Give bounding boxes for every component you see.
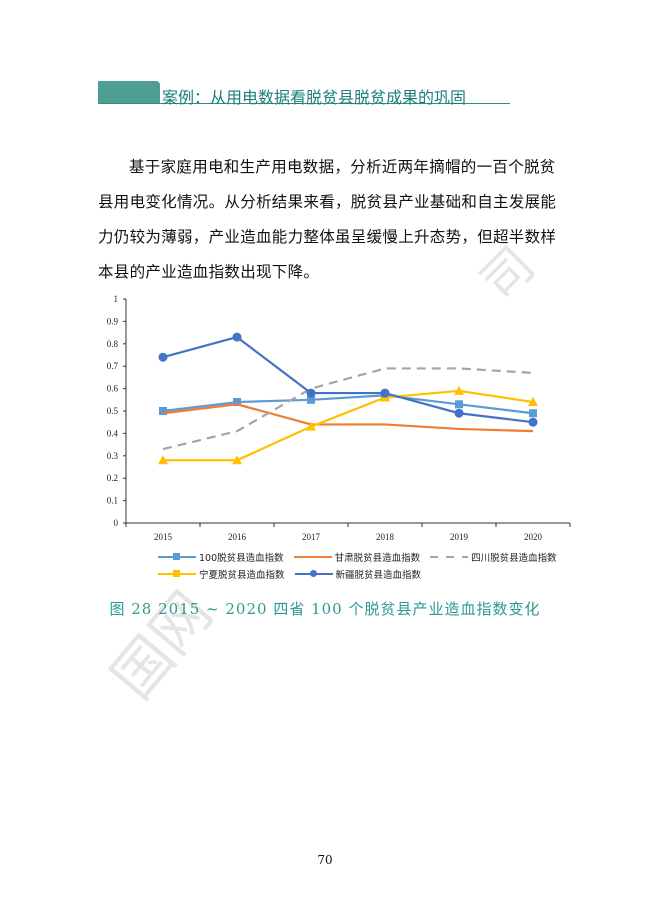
data-point-square <box>529 409 537 418</box>
y-tick-label: 0 <box>114 518 119 528</box>
legend-label: 新疆脱贫县造血指数 <box>335 569 422 581</box>
data-point-circle <box>528 417 538 427</box>
figure-caption: 图 28 2015 ~ 2020 四省 100 个脱贫县产业造血指数变化 <box>109 600 541 618</box>
x-tick-label: 2016 <box>228 532 247 542</box>
data-point-square <box>159 407 167 415</box>
series-line <box>162 367 534 451</box>
legend-swatch <box>158 569 196 579</box>
legend-label: 宁夏脱贫县造血指数 <box>199 569 285 581</box>
x-tick-label: 2020 <box>524 532 543 542</box>
y-tick-label: 1 <box>114 294 119 304</box>
legend-swatch <box>158 552 196 562</box>
heading-underline <box>98 103 510 104</box>
data-point-circle <box>232 332 242 342</box>
page-number: 70 <box>317 853 333 867</box>
data-point-triangle <box>454 385 464 395</box>
y-tick-label: 0.9 <box>107 316 119 326</box>
legend-item: 宁夏脱贫县造血指数 <box>158 565 285 582</box>
heading-accent-bar <box>98 81 160 104</box>
y-tick-label: 0.3 <box>107 451 119 461</box>
data-point-triangle <box>306 421 316 431</box>
x-tick-label: 2017 <box>302 532 321 542</box>
y-tick-label: 0.6 <box>107 384 119 394</box>
body-paragraph: 基于家庭用电和生产用电数据，分析近两年摘帽的一百个脱贫县用电变化情况。从分析结果… <box>98 158 557 281</box>
legend-label: 甘肃脱贫县造血指数 <box>334 552 421 564</box>
y-tick-label: 0.1 <box>107 496 118 506</box>
legend-swatch <box>293 552 332 562</box>
legend-swatch <box>430 552 469 562</box>
series-line <box>163 389 534 462</box>
legend-item: 四川脱贫县造血指数 <box>430 548 557 565</box>
series-line <box>162 394 534 415</box>
data-point-square <box>233 398 241 407</box>
series-line <box>162 335 534 424</box>
data-point-square <box>455 400 463 409</box>
data-point-triangle <box>232 455 242 465</box>
x-tick-label: 2019 <box>450 532 469 542</box>
legend-item: 甘肃脱贫县造血指数 <box>293 548 421 565</box>
y-tick-label: 0.4 <box>107 428 119 438</box>
data-point-circle <box>454 408 464 418</box>
x-tick-label: 2015 <box>154 532 173 542</box>
legend-label: 四川脱贫县造血指数 <box>471 552 557 564</box>
y-tick-label: 0.5 <box>107 406 119 416</box>
data-point-triangle <box>158 455 168 465</box>
legend-swatch <box>294 569 333 579</box>
y-tick-label: 0.2 <box>107 473 118 483</box>
legend-label: 100脱贫县造血指数 <box>199 552 284 564</box>
series-line <box>162 403 534 433</box>
data-point-circle <box>380 388 390 398</box>
chart-legend: 100脱贫县造血指数 甘肃脱贫县造血指数 四川脱贫县造血指数宁夏脱贫县造血指数 新疆脱… <box>158 548 578 582</box>
data-point-circle <box>158 352 168 362</box>
section-heading: 案例：从用电数据看脱贫县脱贫成果的巩固 <box>162 88 467 107</box>
x-tick-label: 2018 <box>376 532 395 542</box>
data-point-square <box>307 395 315 404</box>
legend-item: 100脱贫县造血指数 <box>158 548 284 565</box>
data-point-triangle <box>528 397 538 407</box>
legend-item: 新疆脱贫县造血指数 <box>294 565 422 582</box>
y-tick-label: 0.8 <box>107 339 119 349</box>
y-tick-label: 0.7 <box>107 361 119 371</box>
data-point-circle <box>306 388 316 398</box>
